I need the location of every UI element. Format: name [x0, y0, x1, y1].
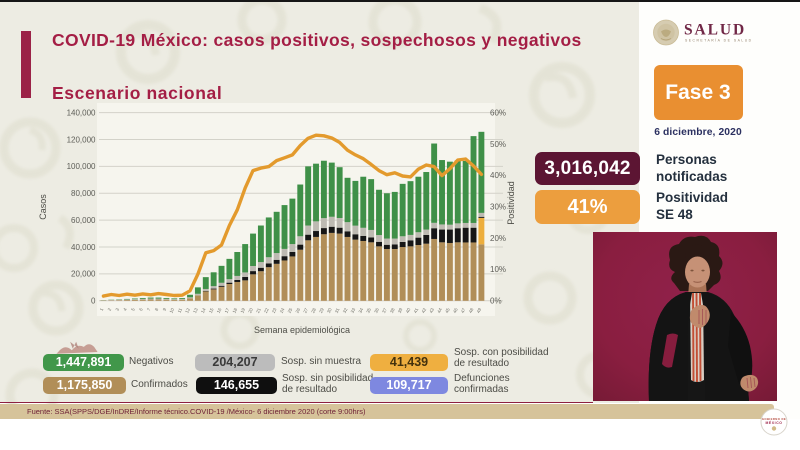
svg-text:45: 45 [444, 307, 451, 314]
svg-text:34: 34 [358, 307, 365, 314]
svg-text:31: 31 [334, 307, 341, 314]
svg-text:80,000: 80,000 [71, 189, 96, 198]
svg-text:6: 6 [138, 307, 144, 312]
svg-text:60%: 60% [490, 108, 506, 117]
svg-text:13: 13 [192, 307, 199, 314]
svg-text:12: 12 [184, 307, 191, 314]
svg-text:GOBIERNO DE: GOBIERNO DE [762, 417, 786, 421]
svg-text:140,000: 140,000 [67, 108, 96, 117]
svg-text:10%: 10% [490, 265, 506, 274]
svg-text:49: 49 [476, 307, 483, 314]
svg-text:44: 44 [436, 307, 443, 314]
svg-text:33: 33 [350, 307, 357, 314]
svg-text:35: 35 [365, 307, 372, 314]
svg-text:8: 8 [154, 307, 160, 312]
svg-text:26: 26 [295, 307, 302, 314]
svg-text:24: 24 [279, 307, 286, 314]
svg-text:21: 21 [255, 307, 262, 314]
svg-text:20%: 20% [490, 234, 506, 243]
svg-text:3: 3 [115, 307, 121, 312]
svg-text:40,000: 40,000 [71, 243, 96, 252]
svg-text:37: 37 [381, 307, 388, 314]
svg-text:0%: 0% [490, 297, 502, 306]
svg-text:SECRETARÍA DE SALUD: SECRETARÍA DE SALUD [685, 38, 753, 42]
svg-text:2: 2 [107, 307, 113, 312]
svg-text:120,000: 120,000 [67, 135, 96, 144]
svg-text:30%: 30% [490, 203, 506, 212]
svg-text:30: 30 [326, 307, 333, 314]
svg-text:100,000: 100,000 [67, 162, 96, 171]
svg-text:60,000: 60,000 [71, 216, 96, 225]
svg-text:11: 11 [177, 307, 184, 314]
svg-text:17: 17 [224, 307, 231, 314]
svg-text:27: 27 [302, 307, 309, 314]
svg-text:43: 43 [428, 307, 435, 314]
svg-text:19: 19 [239, 307, 246, 314]
svg-text:7: 7 [146, 307, 152, 312]
svg-text:1: 1 [99, 307, 105, 312]
svg-text:Semana epidemiológica: Semana epidemiológica [254, 325, 350, 335]
svg-text:41: 41 [413, 307, 420, 314]
svg-text:46: 46 [452, 307, 459, 314]
svg-text:25: 25 [287, 307, 294, 314]
svg-text:0: 0 [91, 297, 96, 306]
svg-text:16: 16 [216, 307, 223, 314]
svg-text:15: 15 [208, 307, 215, 314]
svg-text:20: 20 [247, 307, 254, 314]
svg-text:Casos: Casos [38, 194, 48, 220]
svg-text:29: 29 [318, 307, 325, 314]
svg-text:36: 36 [373, 307, 380, 314]
svg-text:5: 5 [130, 307, 136, 312]
svg-text:38: 38 [389, 307, 396, 314]
svg-text:50%: 50% [490, 140, 506, 149]
svg-text:23: 23 [271, 307, 278, 314]
svg-text:20,000: 20,000 [71, 270, 96, 279]
svg-text:Positividad: Positividad [506, 181, 516, 225]
svg-text:32: 32 [342, 307, 349, 314]
svg-text:14: 14 [200, 307, 207, 314]
svg-text:42: 42 [421, 307, 428, 314]
svg-text:SALUD: SALUD [684, 22, 746, 39]
svg-text:40: 40 [405, 307, 412, 314]
svg-text:18: 18 [232, 307, 239, 314]
svg-text:47: 47 [460, 307, 467, 314]
svg-text:39: 39 [397, 307, 404, 314]
svg-text:28: 28 [310, 307, 317, 314]
svg-text:MÉXICO: MÉXICO [766, 420, 783, 425]
svg-text:48: 48 [468, 307, 475, 314]
svg-text:4: 4 [122, 307, 128, 312]
svg-text:10: 10 [169, 307, 176, 314]
svg-text:22: 22 [263, 307, 270, 314]
svg-text:40%: 40% [490, 171, 506, 180]
svg-text:9: 9 [162, 307, 168, 312]
